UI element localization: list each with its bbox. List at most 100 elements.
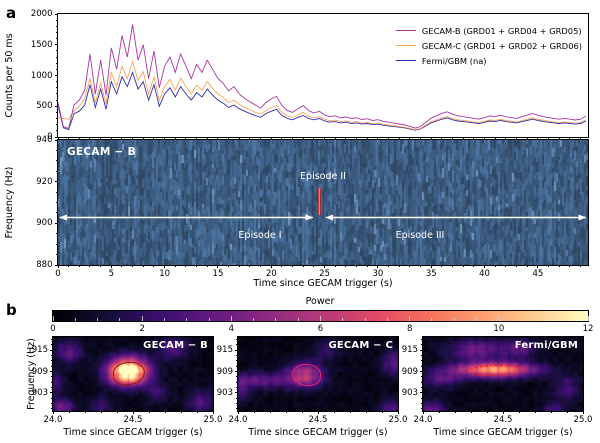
tick-label: 915 (31, 345, 48, 356)
colorbar-tick (320, 316, 321, 321)
axis-tick (185, 137, 187, 139)
axis-tick (421, 360, 423, 362)
axis-tick (486, 411, 488, 413)
qpo-map-canvas-fermi-gbm (423, 337, 583, 411)
axis-tick (54, 222, 58, 224)
colorbar-tick (565, 318, 567, 321)
axis-tick (57, 137, 59, 140)
lightcurve-plot: GECAM-B (GRD01 + GRD04 + GRD05) GECAM-C … (58, 14, 588, 137)
axis-tick (164, 411, 166, 413)
axis-tick (505, 265, 507, 267)
tick-label: 24.5 (123, 415, 143, 425)
axis-tick (51, 408, 53, 410)
axis-tick (56, 243, 58, 245)
legend-line-swatch (395, 30, 416, 31)
axis-tick (174, 265, 176, 267)
colorbar-tick (542, 318, 544, 321)
colorbar-tick (520, 318, 522, 321)
tick-label: 15 (212, 269, 224, 279)
axis-tick (548, 137, 550, 139)
colorbar-tick (476, 318, 478, 321)
axis-tick (236, 355, 238, 356)
axis-tick (68, 411, 70, 413)
axis-tick (452, 137, 454, 139)
axis-tick (324, 137, 326, 140)
axis-tick (537, 137, 539, 140)
axis-tick (51, 403, 53, 405)
axis-tick (54, 44, 58, 46)
tick-label: 0 (47, 132, 53, 142)
axis-tick (421, 403, 423, 405)
axis-tick (56, 118, 58, 120)
axis-tick (78, 265, 80, 267)
axis-tick (236, 397, 238, 399)
colorbar-tick (297, 318, 299, 321)
axis-tick (558, 265, 560, 267)
colorbar-tick (52, 316, 54, 321)
axis-tick (548, 265, 550, 267)
legend-label: GECAM-C (GRD01 + GRD02 + GRD06) (421, 40, 582, 51)
axis-tick (484, 137, 486, 140)
axis-tick (180, 411, 182, 413)
qpo-title-gecam-b: GECAM − B (143, 340, 208, 351)
axis-tick (51, 338, 53, 340)
axis-tick (236, 387, 238, 389)
axis-tick (56, 19, 58, 21)
axis-tick (462, 137, 464, 139)
axis-tick (452, 265, 454, 267)
axis-tick (253, 411, 255, 413)
axis-tick (84, 411, 86, 413)
tick-label: 909 (216, 366, 233, 377)
axis-tick (484, 265, 486, 268)
axis-tick (50, 349, 53, 351)
axis-tick (550, 411, 552, 413)
tick-label: 25 (319, 269, 330, 279)
axis-tick (334, 137, 336, 139)
axis-tick (473, 137, 475, 139)
axis-tick (100, 265, 102, 267)
axis-tick (54, 13, 58, 15)
spectrogram-canvas (58, 140, 588, 265)
tick-label: 900 (36, 218, 53, 229)
colorbar-tick (587, 316, 589, 321)
axis-tick (420, 392, 423, 394)
episode-2-label: Episode II (300, 171, 346, 182)
axis-tick (51, 365, 53, 367)
tick-label: 6 (317, 324, 324, 334)
colorbar-tick (119, 318, 121, 321)
tick-label: 915 (216, 345, 233, 356)
tick-label: 4 (228, 324, 235, 334)
axis-tick (356, 137, 358, 139)
axis-tick (537, 265, 539, 268)
axis-tick (132, 411, 134, 414)
tick-label: 0 (55, 269, 61, 279)
axis-tick (185, 265, 187, 267)
qpo-x-axis-label-3: Time since GECAM trigger (s) (433, 427, 573, 438)
axis-tick (454, 411, 456, 413)
axis-tick (236, 403, 238, 405)
tick-label: 915 (401, 345, 418, 356)
episode-arrows (59, 187, 587, 221)
axis-tick (473, 265, 475, 267)
colorbar-tick (74, 318, 76, 321)
axis-tick (56, 130, 58, 132)
axis-tick (397, 411, 399, 414)
axis-tick (269, 411, 271, 413)
axis-tick (56, 62, 58, 64)
axis-tick (377, 137, 379, 140)
axis-tick (236, 360, 238, 362)
axis-tick (100, 137, 102, 139)
axis-tick (366, 137, 368, 139)
colorbar-tick (141, 316, 143, 321)
axis-tick (174, 137, 176, 139)
tick-label: 909 (401, 366, 418, 377)
axis-tick (356, 265, 358, 267)
axis-tick (345, 265, 347, 267)
tick-label: 903 (216, 387, 233, 398)
axis-tick (365, 411, 367, 413)
axis-tick (56, 93, 58, 95)
legend-line-swatch (395, 45, 416, 46)
axis-tick (324, 265, 326, 268)
axis-tick (57, 265, 59, 268)
